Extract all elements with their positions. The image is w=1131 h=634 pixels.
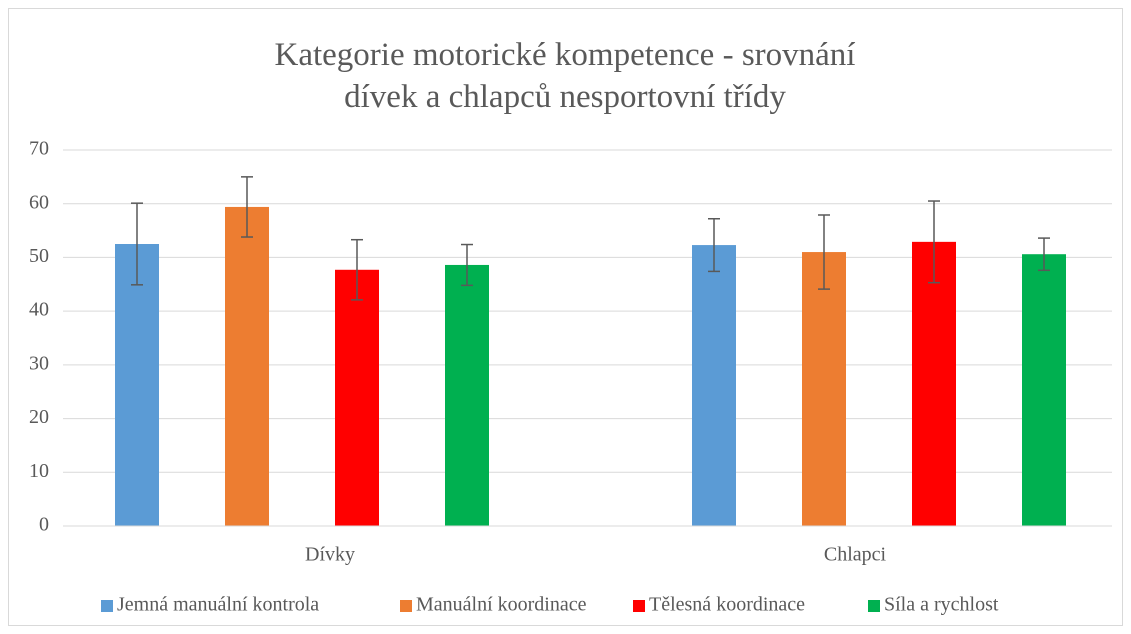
legend-label: Manuální koordinace <box>416 594 587 616</box>
legend-label: Tělesná koordinace <box>649 594 805 616</box>
error-bar <box>708 218 720 273</box>
bar <box>335 269 379 526</box>
error-bar <box>461 243 473 287</box>
y-tick-label: 70 <box>29 138 49 160</box>
y-tick-label: 20 <box>29 406 49 428</box>
y-tick-label: 60 <box>29 191 49 213</box>
bar <box>802 252 846 527</box>
legend-swatch <box>101 600 113 612</box>
y-tick-label: 30 <box>29 352 49 374</box>
x-tick-label: Chlapci <box>824 544 887 566</box>
error-bar <box>928 200 940 284</box>
error-bar <box>241 176 253 238</box>
bar <box>225 206 269 527</box>
legend-swatch <box>633 600 645 612</box>
y-tick-label: 40 <box>29 299 49 321</box>
error-bar <box>131 202 143 286</box>
bar <box>912 241 956 526</box>
bar <box>1022 254 1066 526</box>
chart-title: Kategorie motorické kompetence - srovnán… <box>274 37 856 115</box>
y-tick-label: 10 <box>29 460 49 482</box>
bar <box>115 244 159 526</box>
legend-swatch <box>868 600 880 612</box>
y-tick-label: 50 <box>29 245 49 267</box>
bar <box>692 245 736 526</box>
legend-swatch <box>400 600 412 612</box>
legend-label: Síla a rychlost <box>884 594 999 616</box>
y-tick-label: 0 <box>39 514 49 536</box>
error-bar <box>351 238 363 301</box>
legend-label: Jemná manuální kontrola <box>117 594 319 616</box>
error-bar <box>1038 237 1050 272</box>
bar <box>445 264 489 526</box>
error-bar <box>818 214 830 290</box>
x-tick-label: Dívky <box>305 544 355 566</box>
